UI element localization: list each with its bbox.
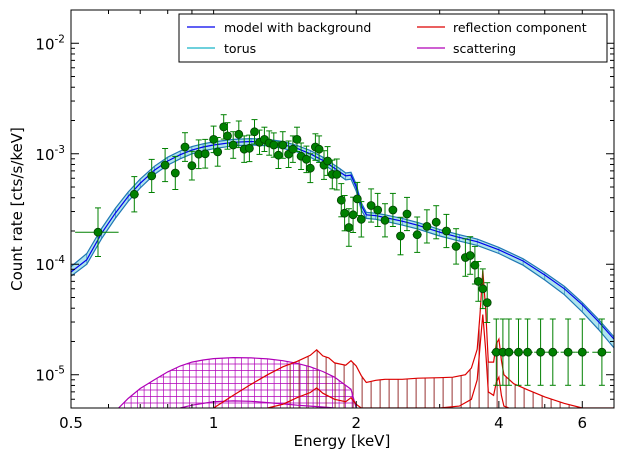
data-point bbox=[560, 318, 576, 386]
data-point bbox=[592, 318, 611, 386]
data-point bbox=[412, 216, 422, 253]
data-point bbox=[441, 213, 451, 249]
data-point bbox=[348, 196, 358, 233]
legend-label-scattering: scattering bbox=[453, 41, 516, 56]
y-tick-label: 10-4 bbox=[35, 254, 65, 274]
data-point bbox=[366, 188, 376, 223]
data-point bbox=[180, 132, 190, 162]
data-point bbox=[244, 134, 254, 163]
data-point bbox=[160, 148, 170, 183]
plot-background bbox=[71, 10, 614, 408]
data-point bbox=[278, 131, 288, 159]
x-tick-label: 4 bbox=[494, 414, 504, 432]
data-point bbox=[431, 205, 441, 240]
data-point bbox=[234, 120, 244, 149]
data-point bbox=[482, 282, 492, 323]
data-point bbox=[228, 131, 238, 159]
legend-label-model: model with background bbox=[224, 20, 371, 35]
data-point bbox=[187, 150, 197, 181]
data-point bbox=[305, 153, 315, 184]
scattering-lower-line bbox=[180, 400, 335, 408]
x-tick-label: 0.5 bbox=[59, 414, 83, 432]
y-axis-label: Count rate [cts/s/keV] bbox=[8, 127, 26, 291]
data-point bbox=[534, 318, 547, 386]
y-tick-label: 10-5 bbox=[35, 365, 65, 385]
data-point bbox=[75, 207, 119, 257]
data-point bbox=[269, 132, 279, 158]
data-point bbox=[200, 138, 210, 169]
data-point bbox=[292, 126, 302, 152]
torus-upper-line bbox=[71, 137, 614, 338]
x-tick-label: 6 bbox=[578, 414, 588, 432]
data-point bbox=[255, 129, 264, 155]
data-point bbox=[465, 236, 475, 275]
data-point bbox=[323, 146, 333, 176]
data-point bbox=[503, 318, 514, 386]
x-tick-label: 2 bbox=[351, 414, 361, 432]
data-point bbox=[147, 158, 157, 193]
data-point bbox=[332, 158, 342, 191]
reflection-line bbox=[213, 270, 614, 408]
data-point bbox=[546, 318, 559, 386]
data-point bbox=[575, 318, 589, 386]
legend: model with background torus reflection c… bbox=[178, 13, 608, 63]
data-point bbox=[402, 196, 412, 232]
data-point bbox=[388, 192, 398, 227]
legend-label-reflection: reflection component bbox=[453, 20, 587, 35]
data-point bbox=[451, 228, 461, 265]
data-point bbox=[356, 201, 366, 238]
x-axis-label: Energy [keV] bbox=[294, 432, 391, 450]
legend-frame bbox=[178, 13, 608, 63]
data-point bbox=[522, 318, 533, 386]
data-point bbox=[264, 130, 274, 156]
x-tick-label: 1 bbox=[209, 414, 219, 432]
data-point bbox=[129, 176, 139, 213]
data-point bbox=[373, 192, 383, 227]
data-point bbox=[512, 318, 524, 386]
data-point bbox=[223, 122, 232, 150]
legend-label-torus: torus bbox=[224, 41, 256, 56]
data-point bbox=[380, 203, 390, 238]
data-point bbox=[396, 216, 405, 256]
data-point bbox=[491, 318, 502, 386]
data-point bbox=[194, 139, 204, 170]
data-point bbox=[170, 155, 180, 190]
scattering-line bbox=[118, 356, 357, 408]
y-tick-label: 10-2 bbox=[35, 33, 65, 53]
data-point bbox=[497, 318, 508, 386]
reflection-lower-line bbox=[267, 314, 510, 408]
plot-frame bbox=[70, 9, 615, 409]
data-point bbox=[478, 268, 488, 310]
data-point bbox=[422, 209, 432, 244]
y-tick-label: 10-3 bbox=[35, 144, 65, 164]
data-point bbox=[213, 137, 223, 167]
